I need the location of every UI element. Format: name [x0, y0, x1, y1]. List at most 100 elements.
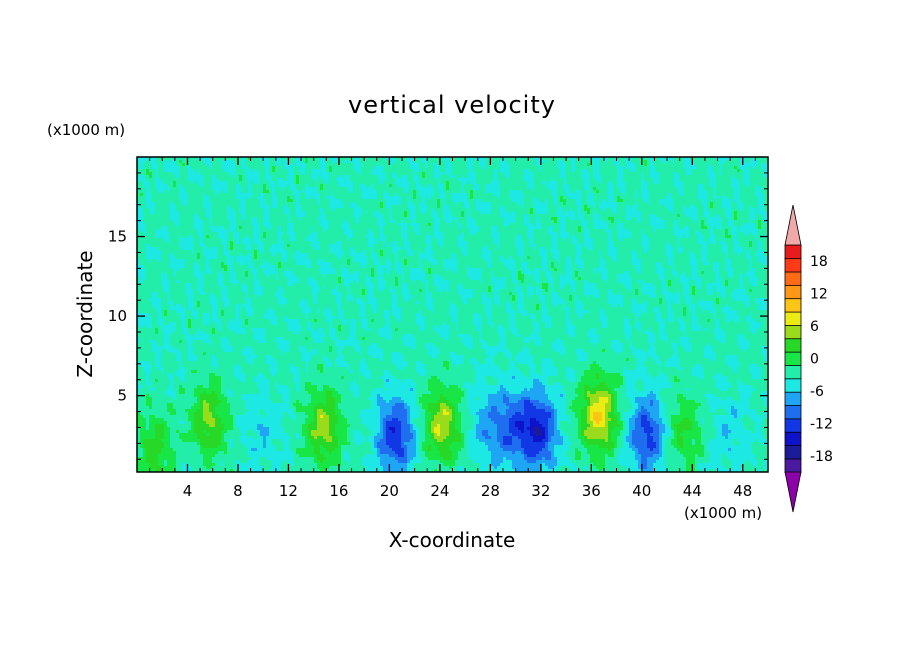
contour-cell — [146, 421, 150, 425]
contour-cell — [185, 406, 189, 410]
contour-cell — [242, 376, 246, 380]
contour-cell — [191, 310, 195, 314]
contour-cell — [236, 271, 240, 275]
contour-cell — [218, 457, 222, 461]
contour-cell — [158, 364, 162, 368]
contour-cell — [227, 412, 231, 416]
contour-cell — [173, 226, 177, 230]
contour-cell — [200, 394, 204, 398]
contour-cell — [152, 307, 156, 311]
contour-cell — [251, 409, 255, 413]
contour-cell — [209, 394, 213, 398]
contour-cell — [242, 277, 246, 281]
contour-cell — [191, 286, 195, 290]
contour-cell — [266, 220, 270, 224]
contour-cell — [230, 352, 234, 356]
contour-cell — [197, 235, 201, 239]
contour-cell — [242, 424, 246, 428]
contour-cell — [257, 307, 261, 311]
contour-cell — [143, 199, 147, 203]
contour-cell — [251, 319, 255, 323]
contour-cell — [164, 262, 168, 266]
contour-cell — [152, 217, 156, 221]
contour-cell — [158, 310, 162, 314]
contour-cell — [242, 469, 246, 473]
contour-cell — [197, 175, 201, 179]
contour-cell — [173, 301, 177, 305]
contour-cell — [194, 238, 198, 242]
contour-cell — [227, 241, 231, 245]
contour-cell — [137, 226, 141, 230]
contour-cell — [257, 262, 261, 266]
contour-cell — [179, 355, 183, 359]
contour-cell — [266, 394, 270, 398]
contour-cell — [182, 433, 186, 437]
contour-cell — [188, 394, 192, 398]
contour-cell — [215, 172, 219, 176]
contour-cell — [149, 415, 153, 419]
contour-cell — [146, 448, 150, 452]
contour-cell — [155, 163, 159, 167]
contour-cell — [149, 340, 153, 344]
contour-cell — [239, 373, 243, 377]
contour-cell — [251, 280, 255, 284]
contour-cell — [191, 208, 195, 212]
contour-cell — [230, 448, 234, 452]
contour-cell — [251, 343, 255, 347]
contour-cell — [140, 346, 144, 350]
contour-cell — [230, 271, 234, 275]
contour-cell — [179, 301, 183, 305]
contour-cell — [155, 439, 159, 443]
contour-cell — [185, 256, 189, 260]
contour-cell — [242, 304, 246, 308]
contour-cell — [200, 349, 204, 353]
contour-cell — [185, 253, 189, 257]
contour-cell — [197, 388, 201, 392]
contour-cell — [248, 397, 252, 401]
contour-cell — [218, 439, 222, 443]
contour-cell — [173, 193, 177, 197]
contour-cell — [260, 205, 264, 209]
contour-cell — [275, 394, 279, 398]
contour-cell — [242, 400, 246, 404]
contour-cell — [152, 334, 156, 338]
contour-cell — [143, 319, 147, 323]
contour-cell — [269, 418, 273, 422]
contour-cell — [266, 181, 270, 185]
contour-cell — [245, 271, 249, 275]
contour-cell — [254, 376, 258, 380]
contour-cell — [242, 295, 246, 299]
contour-cell — [245, 304, 249, 308]
contour-cell — [275, 361, 279, 365]
contour-cell — [260, 280, 264, 284]
contour-cell — [158, 424, 162, 428]
contour-cell — [146, 313, 150, 317]
contour-cell — [209, 340, 213, 344]
contour-cell — [188, 349, 192, 353]
contour-cell — [263, 241, 267, 245]
contour-cell — [272, 277, 276, 281]
contour-cell — [239, 439, 243, 443]
contour-cell — [269, 415, 273, 419]
contour-cell — [149, 184, 153, 188]
contour-cell — [263, 262, 267, 266]
contour-cell — [143, 298, 147, 302]
contour-cell — [215, 412, 219, 416]
contour-cell — [173, 202, 177, 206]
contour-cell — [194, 352, 198, 356]
contour-cell — [236, 190, 240, 194]
contour-cell — [197, 217, 201, 221]
contour-cell — [206, 376, 210, 380]
contour-cell — [140, 220, 144, 224]
contour-cell — [242, 211, 246, 215]
contour-cell — [137, 427, 141, 431]
contour-cell — [224, 436, 228, 440]
contour-cell — [167, 469, 171, 473]
contour-cell — [233, 298, 237, 302]
contour-cell — [200, 424, 204, 428]
contour-cell — [194, 388, 198, 392]
contour-cell — [155, 244, 159, 248]
contour-cell — [173, 463, 177, 467]
contour-cell — [167, 169, 171, 173]
contour-cell — [161, 466, 165, 470]
